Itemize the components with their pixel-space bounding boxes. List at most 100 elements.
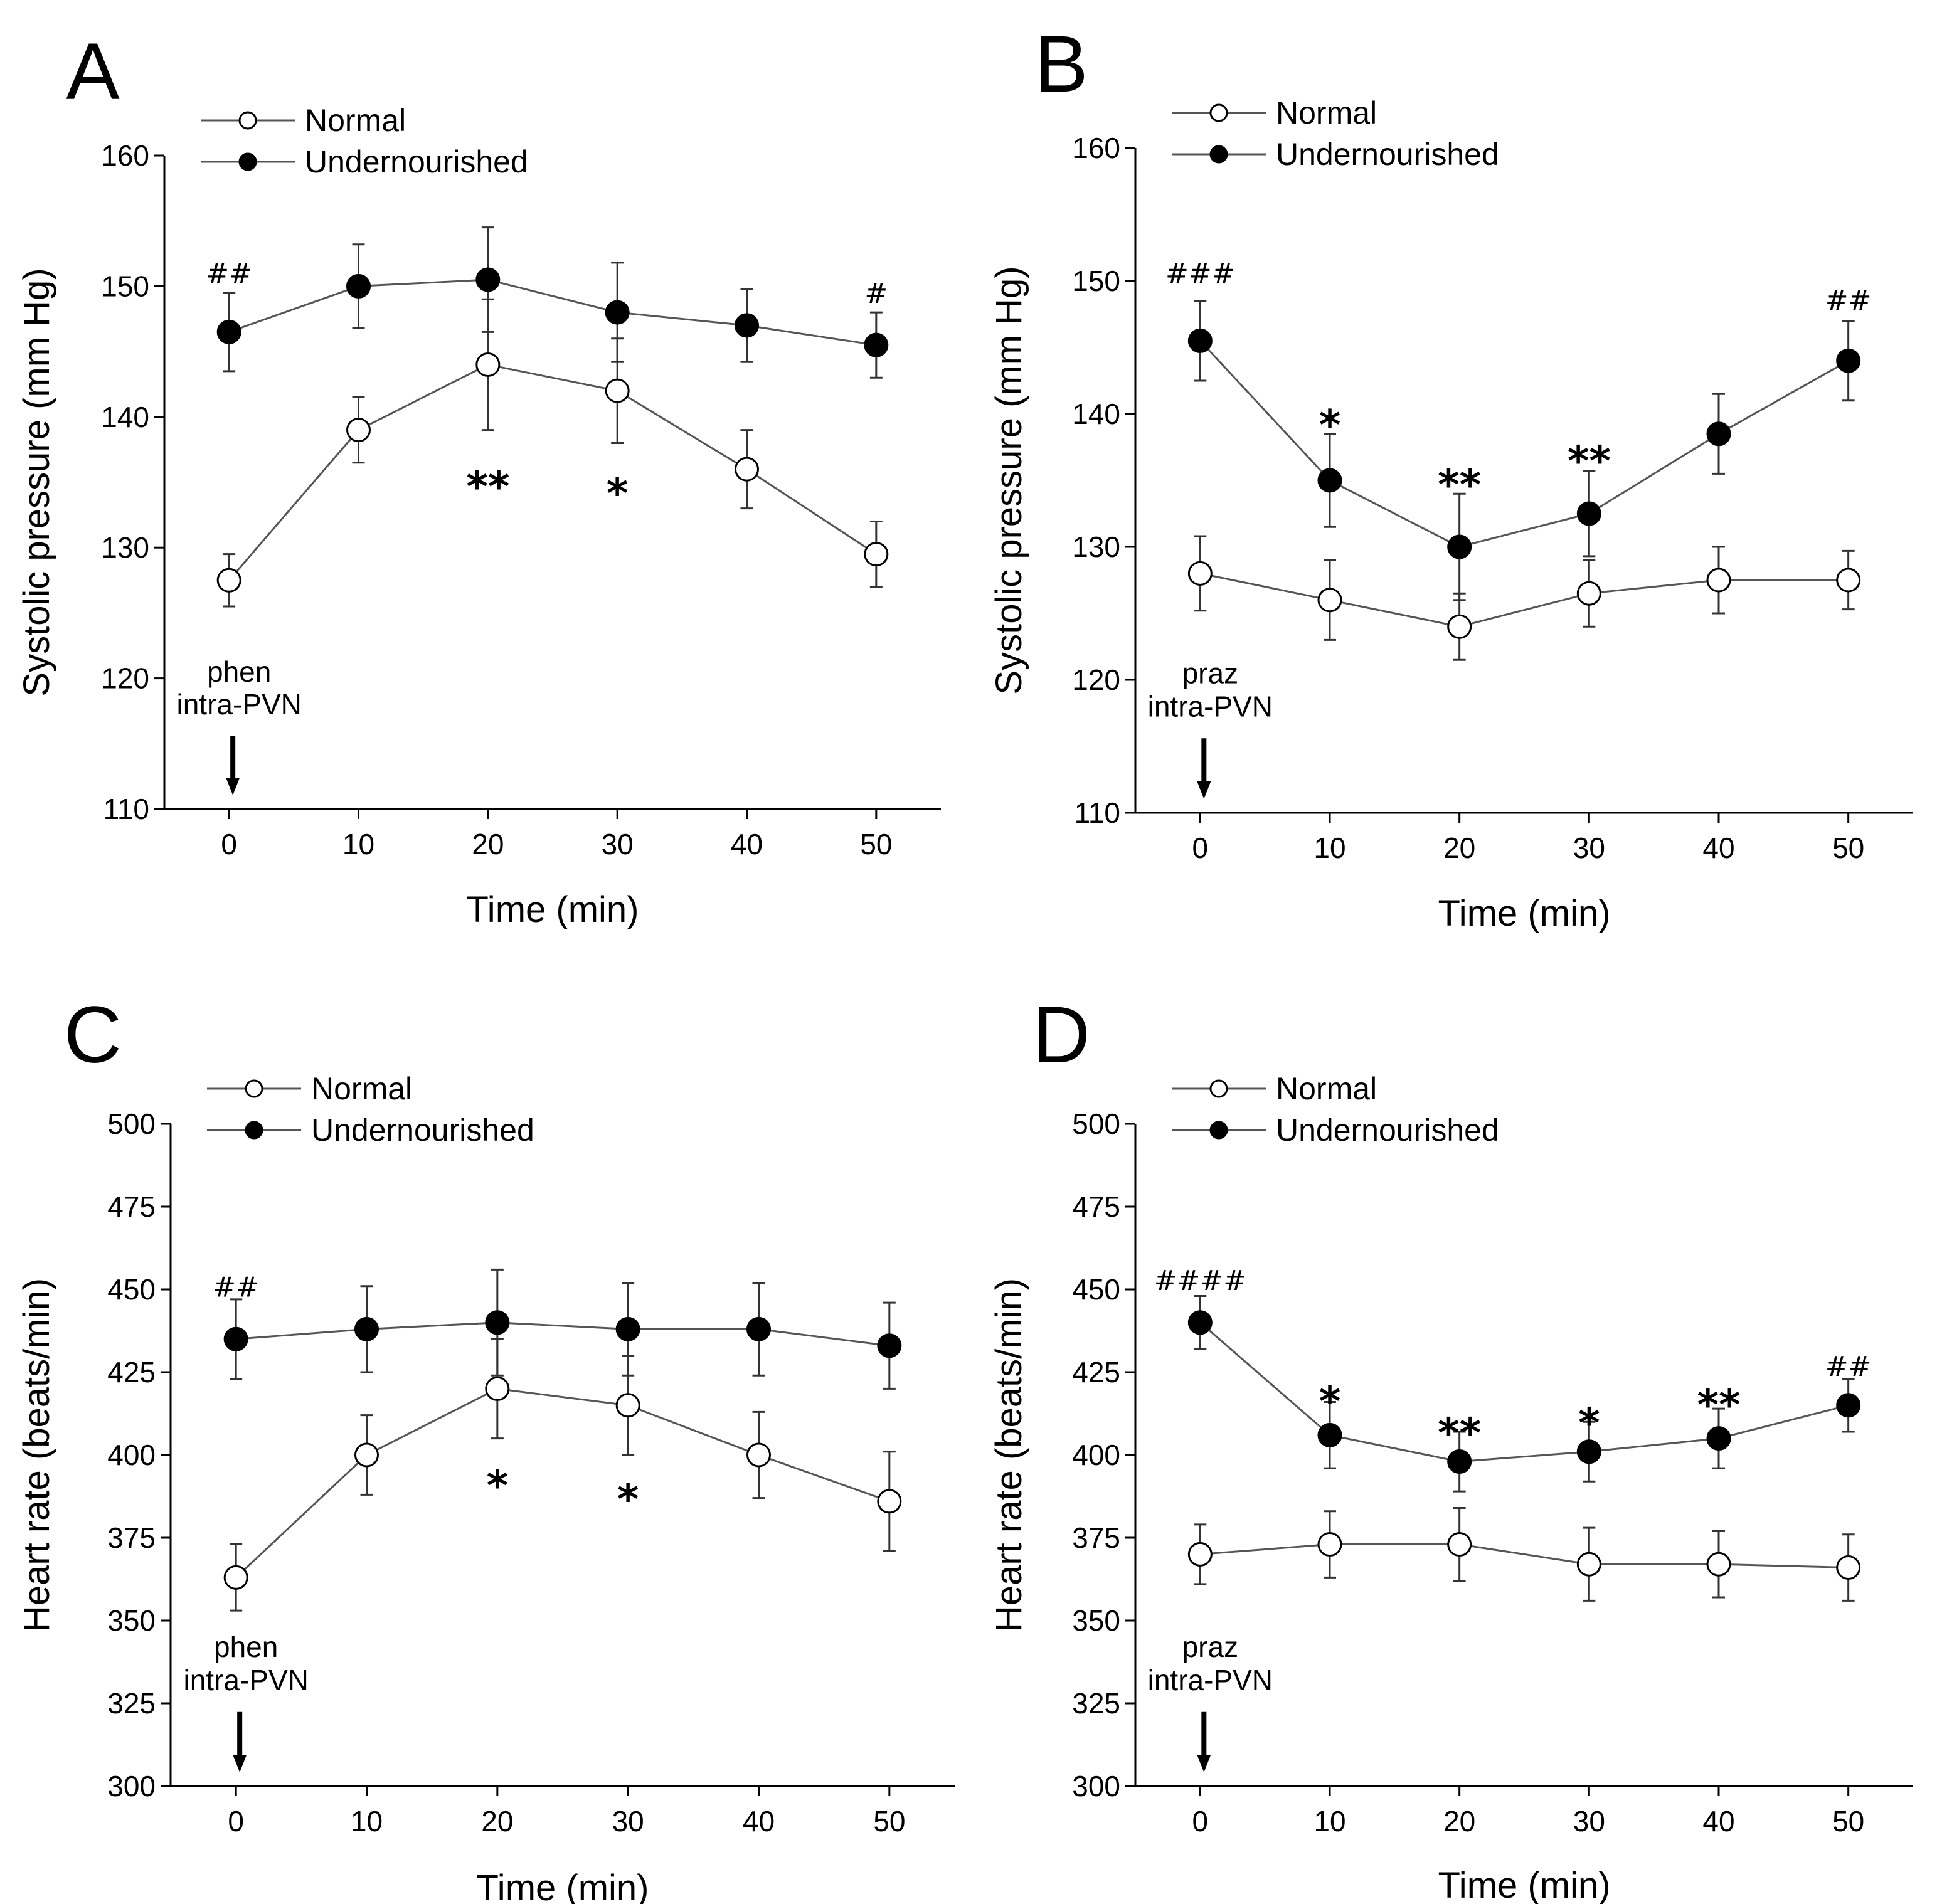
panel-label: C xyxy=(64,990,122,1080)
series-undernourished xyxy=(216,226,889,379)
x-tick-label: 30 xyxy=(612,1805,644,1838)
data-point-open xyxy=(475,352,501,377)
data-point-open xyxy=(1706,1552,1731,1577)
y-tick-label: 375 xyxy=(107,1521,156,1554)
arrow-head xyxy=(1197,1755,1211,1772)
legend-item: Normal xyxy=(1172,95,1377,130)
drug-annotation: phen xyxy=(207,655,271,688)
y-tick-label: 400 xyxy=(107,1439,156,1471)
x-tick-label: 50 xyxy=(873,1805,905,1838)
series-line xyxy=(1200,1543,1849,1569)
data-point-open xyxy=(346,418,371,443)
legend-label: Undernourished xyxy=(1276,137,1499,172)
y-axis-label: Systolic pressure (mm Hg) xyxy=(16,268,57,696)
data-point-filled xyxy=(1447,534,1472,559)
series-normal xyxy=(1187,1506,1861,1602)
y-tick-label: 500 xyxy=(1072,1108,1120,1140)
y-tick-label: 350 xyxy=(1072,1604,1120,1637)
significance-star: ** xyxy=(1438,461,1481,509)
data-point-filled xyxy=(1706,1426,1731,1451)
data-point-open xyxy=(1576,581,1601,606)
data-point-open xyxy=(1836,1555,1861,1580)
data-point-filled xyxy=(1187,1310,1213,1335)
x-tick-label: 20 xyxy=(1443,832,1475,864)
x-axis-label: Time (min) xyxy=(477,1868,649,1904)
x-tick-label: 0 xyxy=(221,828,237,860)
data-point-open xyxy=(864,542,889,567)
y-tick-label: 425 xyxy=(1072,1356,1120,1388)
series-line xyxy=(228,278,877,346)
significance-star: * xyxy=(1319,401,1341,450)
legend-filled-marker xyxy=(238,152,257,171)
series-undernourished xyxy=(1187,1295,1861,1493)
legend-label: Undernourished xyxy=(305,144,528,179)
legend-label: Normal xyxy=(311,1071,412,1106)
significance-star: * xyxy=(1578,1399,1600,1447)
arrow-head xyxy=(233,1755,247,1772)
data-point-open xyxy=(746,1442,771,1468)
panel-d: D 300 325 350 375 400 425 450 475 500 0 10 20 30 40 50 T… xyxy=(989,990,1913,1904)
y-tick-label: 450 xyxy=(1072,1273,1120,1306)
data-point-filled xyxy=(735,313,759,338)
data-point-open xyxy=(216,568,241,593)
y-tick-label: 130 xyxy=(1072,531,1120,563)
legend-label: Undernourished xyxy=(311,1113,534,1148)
x-axis-label: Time (min) xyxy=(1438,893,1611,934)
data-point-filled xyxy=(1836,348,1861,373)
x-tick-label: 0 xyxy=(228,1805,244,1838)
series-line xyxy=(228,363,877,581)
legend-label: Normal xyxy=(305,103,406,138)
data-point-filled xyxy=(1187,328,1213,353)
data-point-filled xyxy=(1447,1449,1472,1474)
data-point-open xyxy=(354,1442,379,1468)
x-tick-label: 20 xyxy=(1443,1805,1475,1838)
x-tick-label: 50 xyxy=(860,828,892,860)
y-tick-label: 450 xyxy=(107,1273,156,1306)
legend-open-marker xyxy=(1209,103,1228,122)
data-point-open xyxy=(1706,568,1731,593)
significance-hash: ## xyxy=(1825,285,1872,317)
arrow-head xyxy=(226,778,240,795)
data-point-open xyxy=(1836,568,1861,593)
legend-item: Undernourished xyxy=(1172,137,1499,172)
x-tick-label: 30 xyxy=(602,828,634,860)
data-point-filled xyxy=(864,332,889,357)
arrow-down-icon xyxy=(1197,738,1211,799)
y-tick-label: 160 xyxy=(1072,132,1120,164)
significance-hash: ## xyxy=(1825,1351,1872,1383)
legend-open-marker xyxy=(238,111,257,130)
legend-open-marker xyxy=(1209,1079,1228,1098)
significance-hash: # xyxy=(864,278,888,310)
significance-star: ** xyxy=(1697,1381,1740,1429)
significance-star: * xyxy=(607,469,629,517)
y-axis-label: Systolic pressure (mm Hg) xyxy=(989,266,1029,694)
data-point-open xyxy=(1187,1542,1213,1567)
y-tick-label: 140 xyxy=(101,401,149,433)
x-tick-label: 50 xyxy=(1832,832,1864,864)
legend-filled-marker xyxy=(245,1121,263,1140)
data-point-filled xyxy=(1576,1439,1601,1464)
legend-item: Normal xyxy=(201,103,406,138)
y-tick-label: 160 xyxy=(101,139,149,172)
x-tick-label: 10 xyxy=(342,828,374,860)
panel-label: A xyxy=(66,27,120,117)
data-point-filled xyxy=(346,273,371,299)
x-axis-label: Time (min) xyxy=(1438,1865,1611,1904)
y-tick-label: 110 xyxy=(1075,796,1120,829)
x-tick-label: 20 xyxy=(481,1805,513,1838)
drug-annotation-site: intra-PVN xyxy=(183,1664,308,1696)
x-tick-label: 50 xyxy=(1832,1805,1864,1838)
data-point-filled xyxy=(485,1310,510,1335)
significance-star: * xyxy=(1319,1378,1341,1426)
data-point-open xyxy=(1317,588,1342,613)
series-undernourished xyxy=(1187,300,1861,601)
y-tick-label: 150 xyxy=(1072,265,1120,297)
data-point-open xyxy=(1447,614,1472,639)
legend-item: Undernourished xyxy=(207,1113,534,1148)
legend-item: Undernourished xyxy=(1172,1113,1499,1148)
data-point-open xyxy=(485,1376,510,1401)
significance-hash: ### xyxy=(1165,258,1235,290)
data-point-filled xyxy=(1706,421,1731,447)
panel-c: C 300 325 350 375 400 425 450 475 500 0 10 20 30 40 50 T… xyxy=(16,990,955,1904)
